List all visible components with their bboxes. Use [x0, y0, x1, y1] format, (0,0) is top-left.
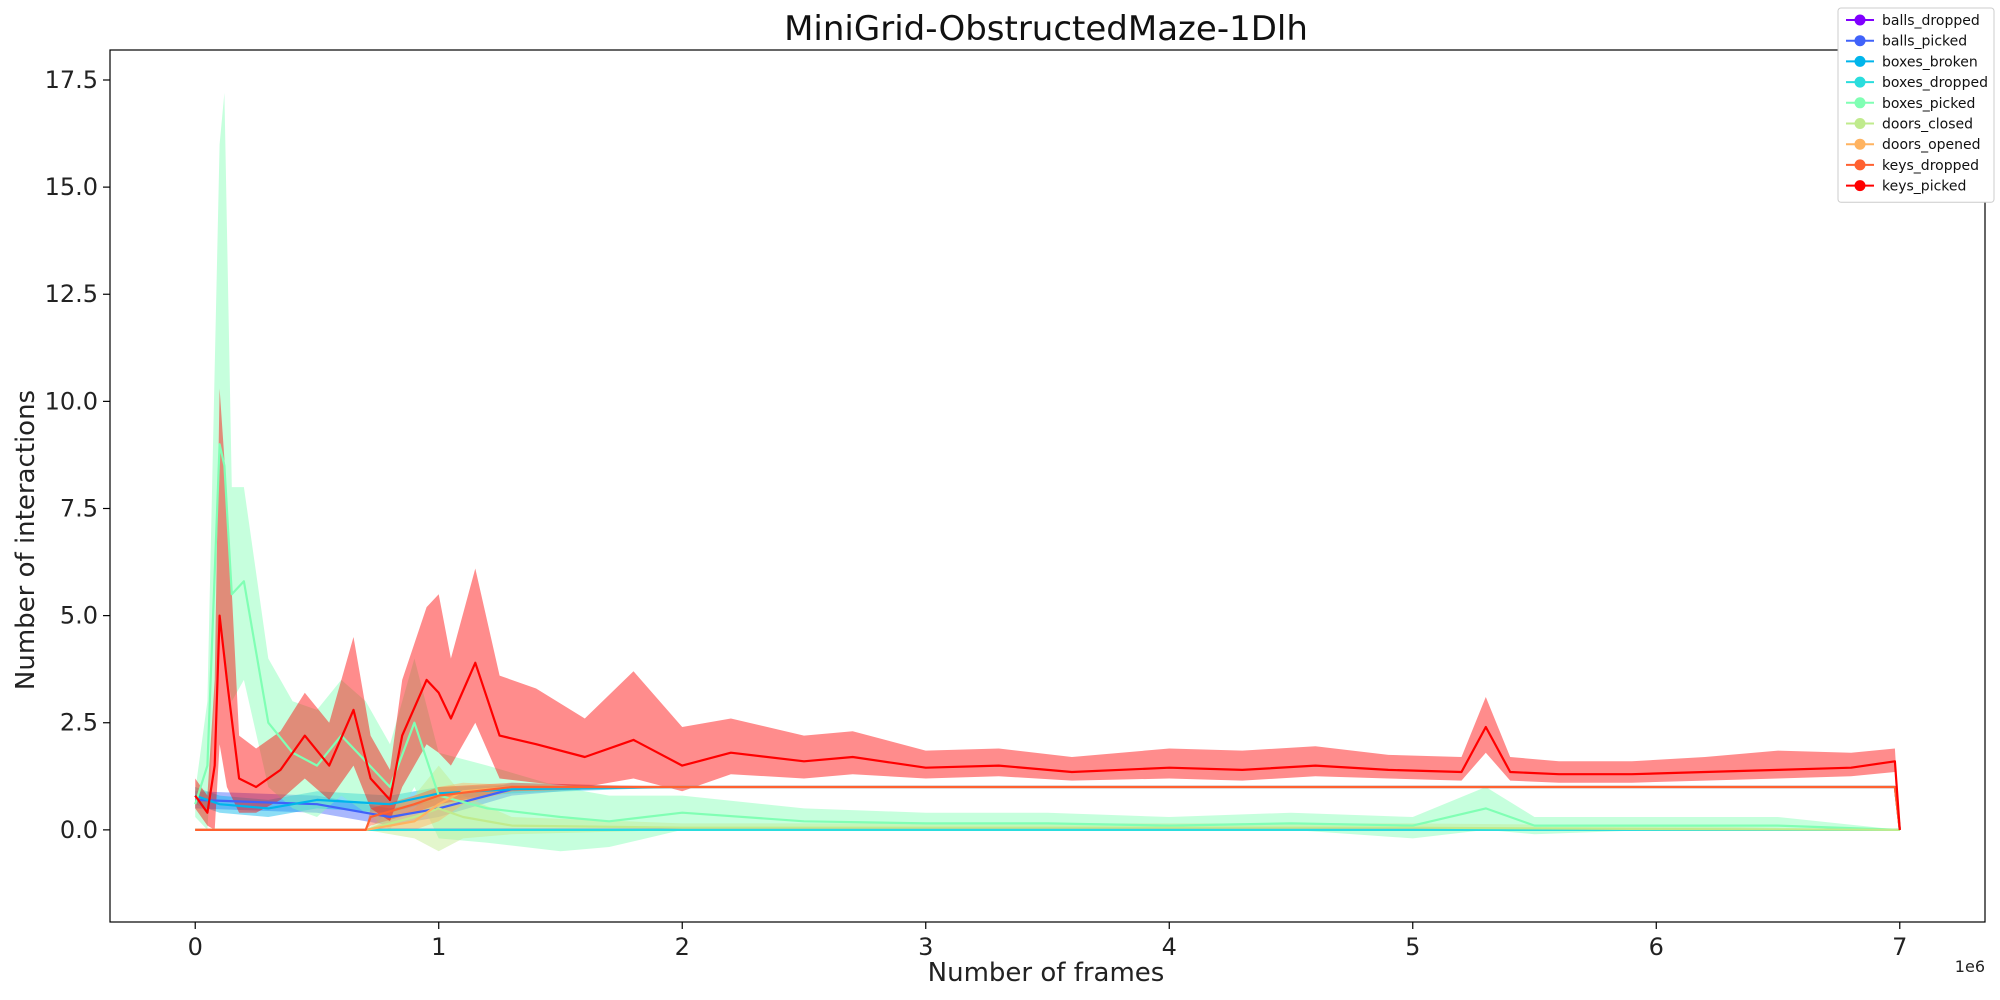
x-axis-label: Number of frames: [928, 958, 1165, 988]
x-tick-label: 2: [675, 933, 690, 961]
series-lines: [194, 443, 1901, 832]
legend-marker-boxes_picked: [1854, 97, 1866, 109]
legend-label-boxes_dropped: boxes_dropped: [1882, 75, 1988, 91]
y-tick-label: 12.5: [45, 280, 98, 308]
legend-label-keys_dropped: keys_dropped: [1882, 158, 1979, 174]
y-tick-label: 7.5: [60, 494, 98, 522]
legend-marker-keys_dropped: [1854, 159, 1866, 171]
y-tick-label: 5.0: [60, 602, 98, 630]
legend-marker-doors_closed: [1854, 118, 1866, 129]
x-tick-label: 3: [918, 933, 933, 961]
plot-frame: [109, 49, 1986, 923]
y-tick-label: 15.0: [45, 173, 98, 201]
legend-label-boxes_picked: boxes_picked: [1882, 96, 1975, 112]
legend-label-balls_picked: balls_picked: [1882, 34, 1967, 50]
legend-marker-balls_picked: [1854, 35, 1866, 47]
x-tick-label: 7: [1892, 933, 1907, 961]
legend-marker-keys_picked: [1854, 180, 1866, 192]
band-boxes_picked: [195, 92, 1900, 852]
legend-marker-boxes_dropped: [1854, 76, 1866, 88]
line-keys_picked: [194, 614, 1901, 830]
legend-box: [1837, 7, 1995, 203]
x-axis: 0 1 2 3 4 5 6 7: [188, 922, 1907, 961]
band-keys_picked: [195, 388, 1900, 830]
line-boxes_picked: [194, 443, 1900, 831]
x-tick-label: 1: [431, 933, 446, 961]
x-tick-label: 6: [1649, 933, 1664, 961]
legend-label-doors_closed: doors_closed: [1882, 117, 1973, 133]
legend-marker-balls_dropped: [1854, 14, 1866, 26]
legend-marker-doors_opened: [1854, 138, 1866, 150]
legend-marker-boxes_broken: [1854, 55, 1866, 67]
chart-title: MiniGrid-ObstructedMaze-1Dlh: [784, 9, 1308, 49]
x-tick-label: 4: [1162, 933, 1177, 961]
legend-label-balls_dropped: balls_dropped: [1882, 13, 1980, 29]
line-keys_dropped: [195, 785, 1901, 832]
y-axis: 0.0 2.5 5.0 7.5 10.0 12.5 15.0 17.5: [45, 66, 110, 844]
y-tick-label: 2.5: [60, 709, 98, 737]
legend-label-boxes_broken: boxes_broken: [1882, 54, 1978, 70]
line-doors_closed: [195, 807, 1900, 832]
x-axis-offset-label: 1e6: [1955, 957, 1985, 976]
y-axis-label: Number of interactions: [11, 390, 41, 690]
y-tick-label: 0.0: [60, 816, 98, 844]
legend: balls_dropped balls_picked boxes_brokenbox…: [1837, 7, 1995, 203]
legend-label-keys_picked: keys_picked: [1882, 179, 1966, 195]
legend-label-doors_opened: doors_opened: [1882, 137, 1981, 153]
x-tick-label: 0: [188, 933, 203, 961]
y-tick-label: 17.5: [45, 66, 98, 94]
y-tick-label: 10.0: [45, 387, 98, 415]
x-tick-label: 5: [1405, 933, 1420, 961]
